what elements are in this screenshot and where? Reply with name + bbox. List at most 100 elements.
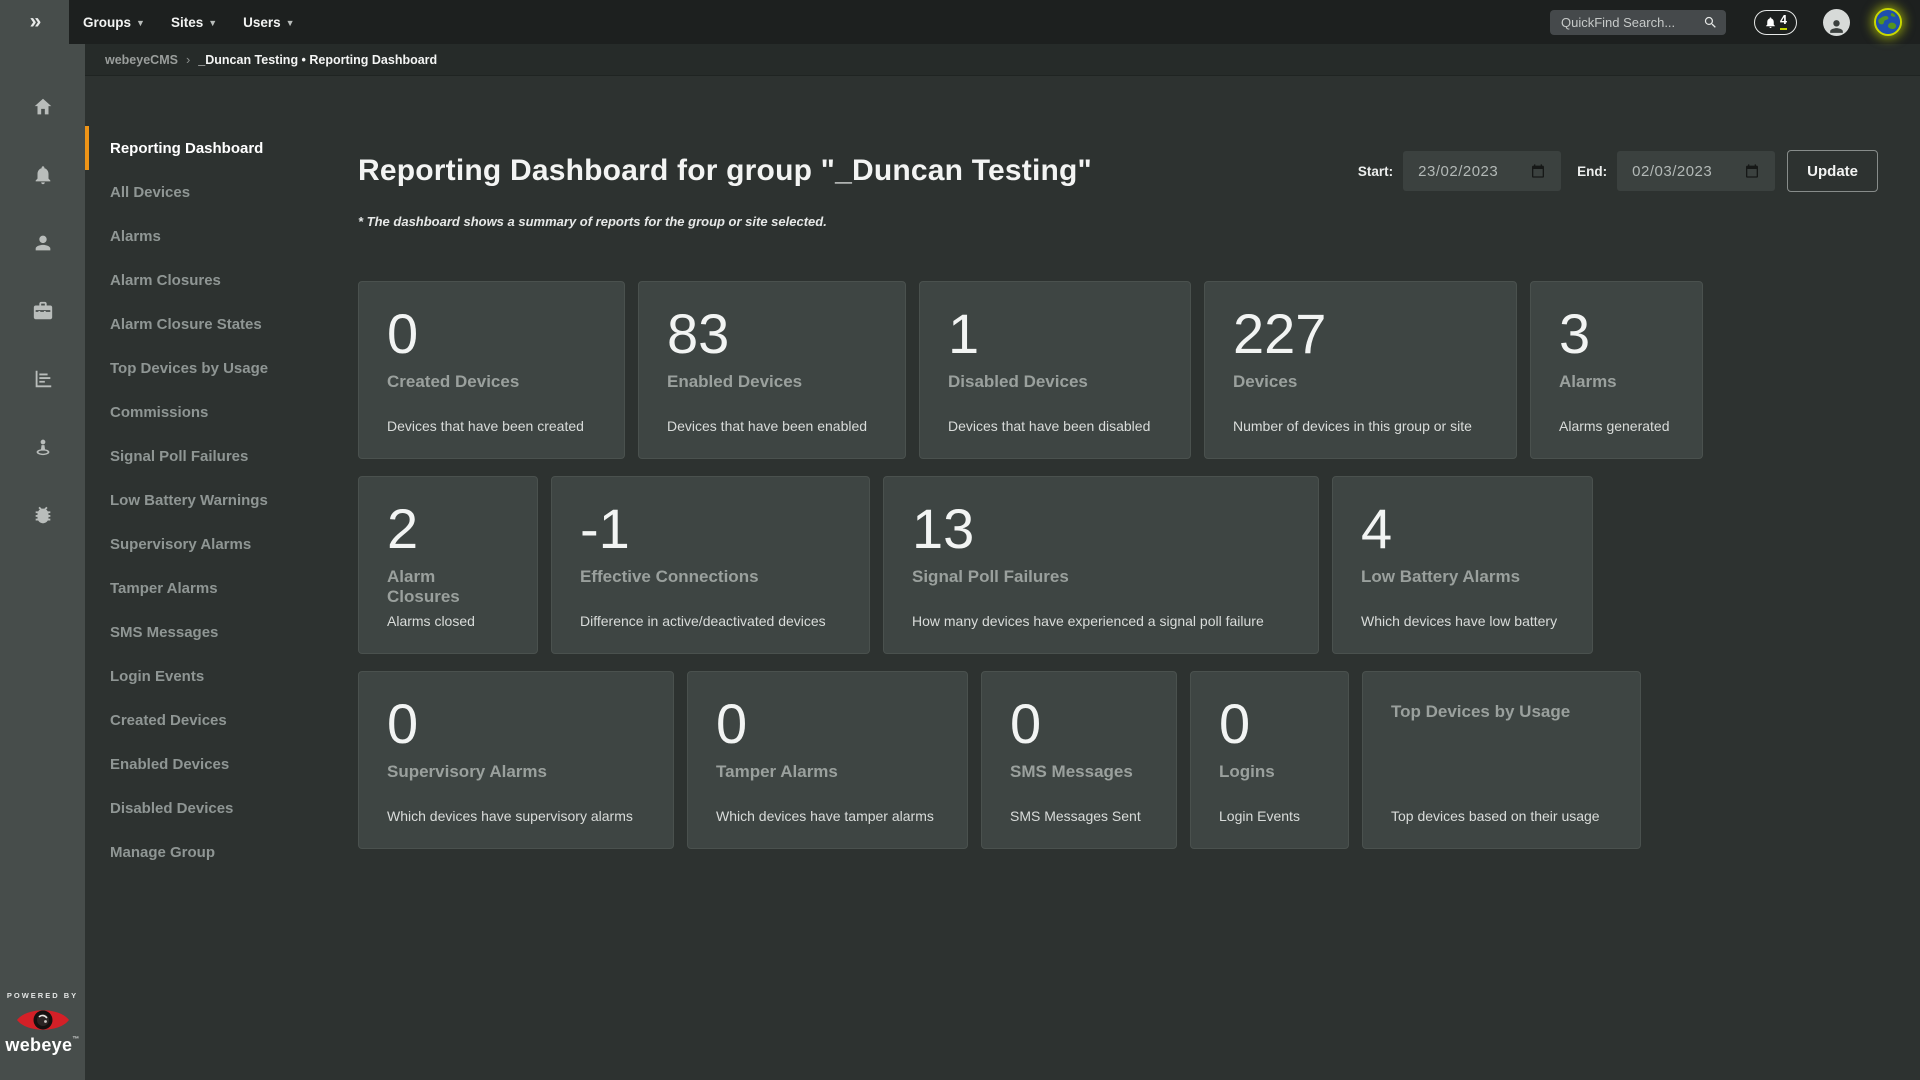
sidebar-item-alarm-closures[interactable]: Alarm Closures bbox=[110, 271, 221, 289]
sidebar-item-created-devices[interactable]: Created Devices bbox=[110, 711, 227, 729]
sidebar-item-commissions[interactable]: Commissions bbox=[110, 403, 209, 421]
stat-description: Devices that have been disabled bbox=[948, 418, 1151, 434]
date-range-controls: Start: 23/02/2023 End: 02/03/2023 Update bbox=[1358, 150, 1878, 192]
top-bar: » Groups ▼ Sites ▼ Users ▼ 4 bbox=[0, 0, 1920, 44]
top-bar-right: 4 bbox=[1550, 8, 1902, 36]
stat-card-tamper-alarms[interactable]: 0 Tamper Alarms Which devices have tamper … bbox=[687, 671, 968, 849]
stat-value: 0 bbox=[1219, 692, 1251, 755]
stat-card-supervisory-alarms[interactable]: 0 Supervisory Alarms Which devices have su… bbox=[358, 671, 674, 849]
sidebar-item-low-battery-warnings[interactable]: Low Battery Warnings bbox=[110, 491, 268, 509]
stat-value: 0 bbox=[1010, 692, 1042, 755]
supervision-icon[interactable] bbox=[32, 436, 54, 458]
stat-card-top-devices-by-usage[interactable]: Top Devices by Usage Top devices based on… bbox=[1362, 671, 1641, 849]
stat-description: Devices that have been created bbox=[387, 418, 584, 434]
notification-count-badge: 4 bbox=[1780, 13, 1787, 30]
update-button[interactable]: Update bbox=[1787, 150, 1878, 192]
calendar-icon bbox=[1532, 164, 1545, 178]
end-date-input[interactable]: 02/03/2023 bbox=[1617, 151, 1776, 191]
stat-description: Alarms generated bbox=[1559, 418, 1670, 434]
stat-card-effective-connections[interactable]: -1 Effective Connections Difference in act… bbox=[551, 476, 870, 654]
stat-card-logins[interactable]: 0 Logins Login Events bbox=[1190, 671, 1349, 849]
stat-description: Top devices based on their usage bbox=[1391, 808, 1600, 824]
toolbox-icon[interactable] bbox=[32, 300, 54, 322]
stat-card-disabled-devices[interactable]: 1 Disabled Devices Devices that have been … bbox=[919, 281, 1191, 459]
nav-label: Groups bbox=[83, 14, 132, 30]
breadcrumb-current: _Duncan Testing • Reporting Dashboard bbox=[198, 52, 438, 67]
sidebar-item-enabled-devices[interactable]: Enabled Devices bbox=[110, 755, 230, 773]
sidebar-item-tamper-alarms[interactable]: Tamper Alarms bbox=[110, 579, 218, 597]
home-icon[interactable] bbox=[32, 96, 54, 118]
card-row: 0 Created Devices Devices that have been c… bbox=[358, 281, 1878, 459]
stat-description: Alarms closed bbox=[387, 613, 475, 629]
stat-card-devices[interactable]: 227 Devices Number of devices in this grou… bbox=[1204, 281, 1517, 459]
powered-by-logo: POWERED BY webeye™ bbox=[0, 991, 85, 1054]
sidebar-item-alarm-closure-states[interactable]: Alarm Closure States bbox=[110, 315, 262, 333]
bell-icon bbox=[1766, 16, 1775, 28]
chevron-down-icon: ▼ bbox=[136, 18, 145, 28]
bug-icon[interactable] bbox=[32, 504, 54, 526]
stat-value: 0 bbox=[387, 692, 419, 755]
sidebar-item-signal-poll-failures[interactable]: Signal Poll Failures bbox=[110, 447, 249, 465]
sidebar-item-login-events[interactable]: Login Events bbox=[110, 667, 205, 685]
sidebar-item-alarms[interactable]: Alarms bbox=[110, 227, 161, 245]
icon-rail: POWERED BY webeye™ bbox=[0, 44, 85, 1080]
nav-dropdown-users[interactable]: Users ▼ bbox=[243, 15, 294, 30]
stat-card-created-devices[interactable]: 0 Created Devices Devices that have been c… bbox=[358, 281, 625, 459]
notifications-button[interactable]: 4 bbox=[1754, 9, 1797, 35]
account-globe-button[interactable] bbox=[1874, 8, 1902, 36]
person-icon[interactable] bbox=[32, 232, 54, 254]
user-icon bbox=[1830, 19, 1843, 33]
main-content: Reporting Dashboard for group "_Duncan T… bbox=[358, 76, 1920, 1080]
stat-card-alarms[interactable]: 3 Alarms Alarms generated bbox=[1530, 281, 1703, 459]
stat-card-signal-poll-failures[interactable]: 13 Signal Poll Failures How many devices h… bbox=[883, 476, 1319, 654]
page-title: Reporting Dashboard for group "_Duncan T… bbox=[358, 154, 1092, 187]
start-date-label: Start: bbox=[1357, 163, 1394, 179]
user-menu-button[interactable] bbox=[1823, 8, 1850, 36]
stat-label: Low Battery Alarms bbox=[1361, 567, 1521, 587]
start-date-input[interactable]: 23/02/2023 bbox=[1403, 151, 1562, 191]
stat-card-sms-messages[interactable]: 0 SMS Messages SMS Messages Sent bbox=[981, 671, 1177, 849]
chart-icon[interactable] bbox=[32, 368, 54, 390]
stat-value: 4 bbox=[1361, 497, 1393, 560]
sidebar-collapse-button[interactable]: » bbox=[0, 0, 69, 44]
nav-dropdown-groups[interactable]: Groups ▼ bbox=[83, 15, 145, 30]
stat-card-alarm-closures[interactable]: 2 Alarm Closures Alarms closed bbox=[358, 476, 538, 654]
end-date-value: 02/03/2023 bbox=[1632, 162, 1713, 180]
sidebar-item-sms-messages[interactable]: SMS Messages bbox=[110, 623, 219, 641]
stat-label: SMS Messages bbox=[1010, 762, 1133, 782]
chevron-down-icon: ▼ bbox=[208, 18, 218, 28]
sidebar-item-all-devices[interactable]: All Devices bbox=[110, 183, 191, 201]
quickfind-search[interactable] bbox=[1550, 9, 1726, 35]
stat-label: Signal Poll Failures bbox=[912, 567, 1069, 587]
breadcrumb-app-link[interactable]: webeyeCMS bbox=[105, 52, 178, 67]
stat-value: 13 bbox=[912, 497, 975, 560]
stat-card-enabled-devices[interactable]: 83 Enabled Devices Devices that have been … bbox=[638, 281, 906, 459]
sidebar-item-top-devices-by-usage[interactable]: Top Devices by Usage bbox=[110, 359, 269, 377]
nav-dropdown-sites[interactable]: Sites ▼ bbox=[171, 15, 217, 30]
sidebar-item-disabled-devices[interactable]: Disabled Devices bbox=[110, 799, 234, 817]
sidebar-item-manage-group[interactable]: Manage Group bbox=[110, 843, 216, 861]
stat-description: Which devices have low battery bbox=[1361, 613, 1558, 629]
stat-description: Number of devices in this group or site bbox=[1233, 418, 1472, 434]
calendar-icon bbox=[1746, 164, 1759, 178]
bell-icon[interactable] bbox=[32, 164, 54, 186]
chevron-down-icon: ▼ bbox=[285, 18, 295, 28]
dashboard-note: * The dashboard shows a summary of repor… bbox=[358, 214, 827, 229]
stat-value: -1 bbox=[580, 497, 630, 560]
nav-label: Users bbox=[243, 14, 281, 30]
search-input[interactable] bbox=[1561, 14, 1703, 30]
sidebar-item-supervisory-alarms[interactable]: Supervisory Alarms bbox=[110, 535, 252, 553]
stat-label: Effective Connections bbox=[580, 567, 759, 587]
rail-icon-list bbox=[32, 96, 54, 526]
powered-by-text: POWERED BY bbox=[6, 991, 79, 1000]
globe-icon bbox=[1876, 10, 1900, 34]
sidebar-item-reporting-dashboard[interactable]: Reporting Dashboard bbox=[85, 126, 358, 170]
stat-card-grid: 0 Created Devices Devices that have been c… bbox=[358, 281, 1878, 849]
content-header: Reporting Dashboard for group "_Duncan T… bbox=[358, 150, 1878, 192]
stat-card-low-battery-alarms[interactable]: 4 Low Battery Alarms Which devices have lo… bbox=[1332, 476, 1593, 654]
stat-description: Which devices have tamper alarms bbox=[716, 808, 934, 824]
nav-label: Sites bbox=[170, 14, 204, 30]
stat-label: Alarm Closures bbox=[387, 567, 460, 607]
stat-description: How many devices have experienced a sign… bbox=[912, 613, 1264, 629]
